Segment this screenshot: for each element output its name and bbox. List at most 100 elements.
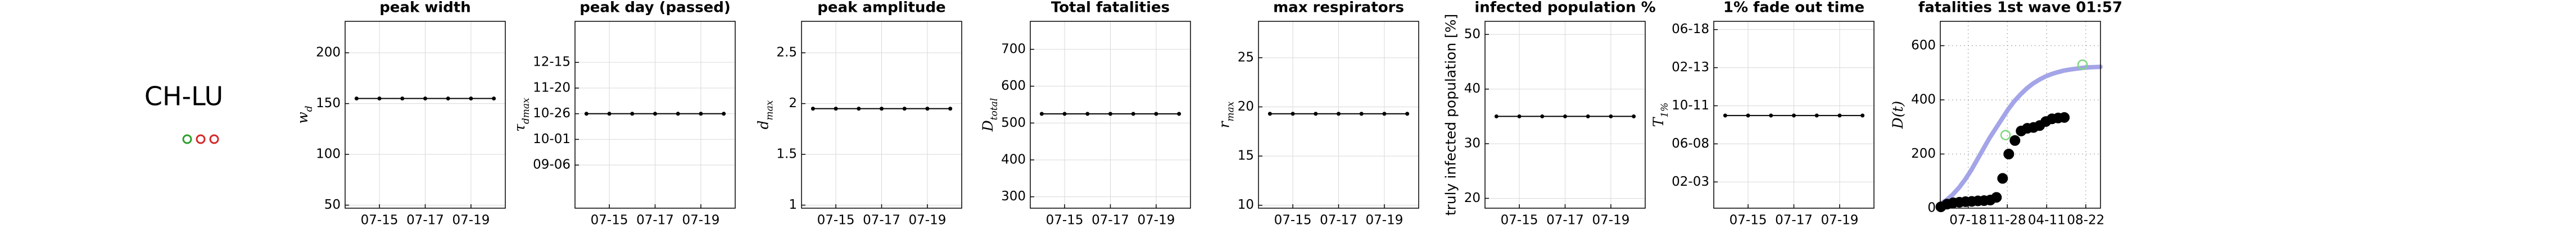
x-tick-label: 04-11 (2028, 213, 2066, 228)
data-point (1540, 114, 1545, 118)
data-point (446, 97, 450, 101)
x-tick-label: 07-17 (863, 213, 900, 228)
x-tick-label: 07-15 (1501, 213, 1538, 228)
data-point (1131, 112, 1135, 116)
y-tick-label: 20 (1464, 191, 1481, 205)
data-point (469, 97, 473, 101)
data-point (492, 97, 496, 101)
fit-line (1938, 65, 2103, 207)
chart-title: Total fatalities (1051, 0, 1170, 16)
data-point (1517, 114, 1522, 118)
data-point (948, 107, 953, 111)
y-axis-label-main: D(t) (1890, 101, 1906, 130)
chart-title: peak day (passed) (580, 0, 731, 16)
y-tick-label: 25 (1238, 50, 1254, 65)
chart-title: peak amplitude (817, 0, 945, 16)
y-axis-label: T1% (1650, 103, 1670, 127)
data-point (2003, 148, 2014, 159)
y-tick-label: 30 (1464, 136, 1481, 151)
subplot: max respirators 10 15 20 25 07-15 07-17 07-19 rm… (1216, 0, 1419, 228)
x-tick-label: 08-22 (2067, 213, 2104, 228)
data-point (1108, 112, 1112, 116)
axes-frame (345, 21, 506, 209)
x-tick-label: 07-19 (1592, 213, 1630, 228)
x-tick-label: 07-15 (1274, 213, 1312, 228)
y-tick-label: 300 (1001, 189, 1026, 204)
x-tick-label: 07-18 (1949, 213, 1987, 228)
data-point (1405, 112, 1410, 116)
axes-frame (1030, 21, 1191, 209)
x-tick-label: 07-19 (1138, 213, 1175, 228)
y-tick-label: 2.5 (776, 45, 797, 60)
data-point (1792, 113, 1796, 118)
data-point (1814, 113, 1819, 118)
y-tick-label: 11-20 (533, 80, 571, 95)
data-point (423, 97, 427, 101)
y-tick-label: 1 (789, 198, 797, 212)
y-axis-label-main: r (1216, 120, 1232, 128)
x-tick-label: 07-15 (591, 213, 628, 228)
x-tick-label: 07-15 (817, 213, 855, 228)
y-axis-label: dmax (755, 100, 775, 129)
x-tick-label: 11-28 (1989, 213, 2026, 228)
chart-title: max respirators (1273, 0, 1404, 16)
axes-frame (1713, 21, 1875, 209)
y-axis-label-sub: max (764, 100, 775, 120)
data-point (1586, 114, 1590, 118)
y-tick-label: 200 (316, 45, 341, 60)
data-point (1359, 112, 1364, 116)
y-axis-label: τdmax (511, 98, 532, 132)
y-tick-label: 10-26 (533, 106, 571, 121)
data-point (925, 107, 930, 111)
y-axis-label-main: τ (511, 123, 528, 132)
x-tick-label: 07-19 (1366, 213, 1404, 228)
data-point (584, 112, 588, 116)
y-axis-label-sub: 1% (1659, 103, 1670, 118)
data-point (1746, 113, 1750, 118)
data-point (811, 107, 815, 111)
y-axis-label: Dtotal (980, 98, 1000, 132)
x-tick-label: 07-17 (1775, 213, 1813, 228)
data-point (377, 97, 382, 101)
data-point (1267, 112, 1272, 116)
axes-frame (801, 21, 962, 209)
x-tick-label: 07-17 (1546, 213, 1584, 228)
y-tick-label: 15 (1238, 149, 1254, 163)
data-point (1291, 112, 1295, 116)
region-label: CH-LU (144, 81, 223, 112)
axes-frame (1940, 21, 2101, 209)
data-point (1314, 112, 1318, 116)
y-tick-label: 20 (1238, 99, 1254, 114)
y-tick-label: 600 (1911, 38, 1936, 53)
y-tick-label: 50 (324, 198, 341, 212)
y-axis-label-sub: d (304, 105, 315, 112)
data-point (607, 112, 612, 116)
data-point (1382, 112, 1387, 116)
data-point (676, 112, 680, 116)
y-tick-label: 02-03 (1672, 175, 1709, 189)
data-point (1337, 112, 1341, 116)
data-point (834, 107, 838, 111)
y-tick-label: 500 (1001, 116, 1026, 130)
y-axis-label: D(t) (1890, 101, 1906, 130)
data-point (1085, 112, 1090, 116)
x-tick-label: 07-15 (1730, 213, 1767, 228)
x-tick-label: 07-19 (452, 213, 490, 228)
data-point (1563, 114, 1567, 118)
chart-title: infected population % (1474, 0, 1655, 16)
data-point (1632, 114, 1636, 118)
subplot: infected population % 20 30 40 50 07-15 07-17 0… (1443, 0, 1656, 228)
subplot: 1% fade out time 02-03 06-08 10-11 02-13 06-1… (1650, 0, 1875, 228)
subplot: fatalities 1st wave 01:57 0 200 400 600 07-18… (1890, 0, 2122, 228)
y-tick-label: 400 (1911, 92, 1936, 107)
chart-title: peak width (379, 0, 471, 16)
y-tick-label: 0 (1927, 201, 1936, 215)
x-tick-label: 07-15 (1046, 213, 1084, 228)
data-point (1723, 113, 1727, 118)
axes-frame (1484, 21, 1646, 209)
subplot: peak day (passed) 09-06 10-01 10-26 11-20 12-… (511, 0, 736, 228)
subplot: Total fatalities 300 400 500 600 700 07-15 07-1… (980, 0, 1191, 228)
y-axis-label-main: truly infected population [%] (1443, 14, 1459, 216)
data-point (653, 112, 657, 116)
y-axis-label: truly infected population [%] (1443, 14, 1459, 216)
